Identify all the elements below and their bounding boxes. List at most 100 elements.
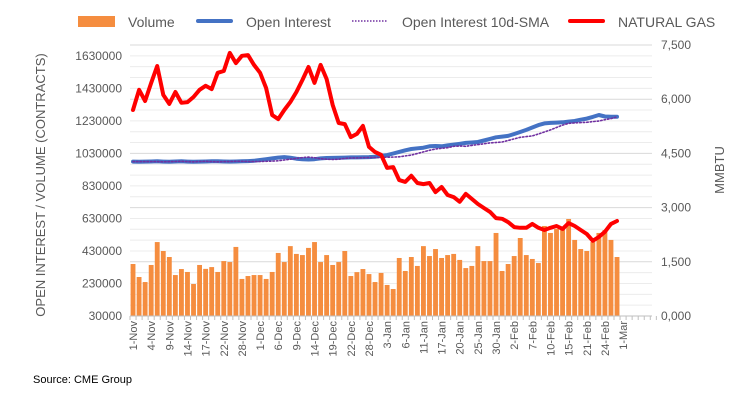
volume-bar	[469, 265, 475, 316]
volume-bar	[142, 282, 148, 316]
volume-bar	[372, 282, 378, 316]
legend-label-natural-gas: NATURAL GAS	[618, 14, 715, 30]
y-tick-label-right: 7,500	[661, 38, 691, 52]
volume-bar	[215, 271, 221, 316]
volume-bar	[324, 255, 330, 316]
x-tick-label: 6-Dec	[273, 321, 285, 351]
volume-bars	[130, 218, 620, 316]
x-tick-label: 14-Dec	[310, 321, 322, 357]
legend-label-open-interest: Open Interest	[246, 14, 331, 30]
volume-bar	[269, 271, 275, 316]
volume-bar	[614, 257, 620, 316]
x-tick-label: 15-Feb	[564, 321, 576, 356]
volume-bar	[348, 276, 354, 316]
volume-bar	[499, 270, 505, 316]
volume-bar	[535, 263, 541, 316]
x-tick-label: 6-Jan	[400, 321, 412, 349]
volume-bar	[439, 257, 444, 316]
y-tick-label-left: 230000	[82, 277, 122, 291]
volume-bar	[602, 230, 608, 316]
y-tick-label-left: 830000	[82, 179, 122, 193]
volume-bar	[160, 251, 166, 316]
legend-label-sma: Open Interest 10d-SMA	[402, 14, 550, 30]
volume-bar	[245, 276, 251, 316]
volume-bar	[275, 252, 281, 316]
x-tick-label: 10-Feb	[545, 321, 557, 356]
x-tick-label: 1-Nov	[128, 321, 140, 351]
volume-bar	[608, 239, 614, 316]
volume-bar	[130, 264, 136, 316]
volume-bar	[542, 225, 547, 316]
volume-bar	[487, 261, 493, 316]
y-tick-label-left: 1630000	[75, 49, 122, 63]
volume-bar	[529, 258, 535, 316]
volume-bar	[384, 284, 390, 316]
volume-bar	[378, 272, 384, 316]
volume-bar	[312, 242, 317, 316]
volume-bar	[408, 257, 414, 316]
volume-bar	[263, 278, 269, 316]
x-tick-label: 22-Nov	[219, 321, 231, 357]
volume-bar	[360, 269, 366, 316]
y-tick-label-left: 630000	[82, 212, 122, 226]
y-tick-label-left: 1030000	[75, 147, 122, 161]
volume-bar	[318, 262, 323, 316]
volume-bar	[517, 238, 523, 316]
x-tick-label: 24-Feb	[600, 321, 612, 356]
volume-bar	[342, 251, 348, 316]
y-axis-title-right: MMBTU	[712, 146, 727, 194]
open-interest-line	[131, 113, 619, 164]
volume-bar	[166, 257, 172, 316]
volume-bar	[596, 232, 602, 316]
x-tick-label: 1-Dec	[255, 321, 267, 351]
volume-bar	[590, 242, 596, 316]
volume-bar	[402, 270, 408, 316]
x-tick-label: 4-Nov	[146, 321, 158, 351]
source-note: Source: CME Group	[33, 374, 133, 386]
x-tick-label: 7-Feb	[527, 321, 539, 350]
volume-bar	[523, 255, 529, 316]
volume-bar	[227, 262, 233, 316]
x-tick-label: 21-Feb	[582, 321, 594, 356]
volume-bar	[451, 253, 457, 316]
y-axis-title-left: OPEN INTEREST / VOLUME (CONTRACTS)	[33, 53, 48, 316]
volume-bar	[463, 268, 469, 316]
natural-gas-line	[131, 50, 619, 243]
y-tick-label-left: 430000	[82, 244, 122, 258]
volume-bar	[172, 275, 178, 316]
volume-bar	[560, 227, 565, 316]
volume-bar	[203, 268, 209, 316]
volume-bar	[554, 229, 559, 316]
y-tick-label-left: 1430000	[75, 82, 122, 96]
legend: Volume Open Interest Open Interest 10d-S…	[78, 14, 715, 30]
gridlines	[130, 44, 652, 306]
volume-bar	[136, 277, 142, 316]
legend-swatch-volume	[78, 16, 115, 27]
volume-bar	[221, 261, 227, 316]
x-tick-label: 3-Jan	[382, 321, 394, 349]
x-tick-label: 22-Dec	[346, 321, 358, 357]
y-tick-label-right: 4,500	[661, 146, 691, 160]
volume-bar	[572, 239, 578, 316]
legend-label-volume: Volume	[128, 14, 175, 30]
volume-bar	[505, 264, 511, 316]
x-tick-label: 19-Dec	[328, 321, 340, 357]
volume-bar	[257, 275, 263, 316]
volume-bar	[548, 232, 553, 316]
volume-bar	[293, 253, 299, 316]
open-interest-sma-line	[132, 116, 618, 163]
volume-bar	[251, 275, 257, 316]
volume-bar	[154, 242, 160, 316]
volume-bar	[584, 251, 590, 316]
volume-bar	[354, 272, 360, 316]
y-tick-label-right: 1,500	[661, 255, 691, 269]
volume-bar	[511, 256, 517, 316]
x-tick-label: 2-Feb	[509, 321, 521, 350]
volume-bar	[427, 256, 432, 316]
volume-bar	[421, 246, 426, 316]
volume-bar	[197, 264, 202, 316]
volume-bar	[179, 269, 184, 316]
volume-bar	[336, 262, 342, 316]
volume-bar	[306, 247, 311, 316]
